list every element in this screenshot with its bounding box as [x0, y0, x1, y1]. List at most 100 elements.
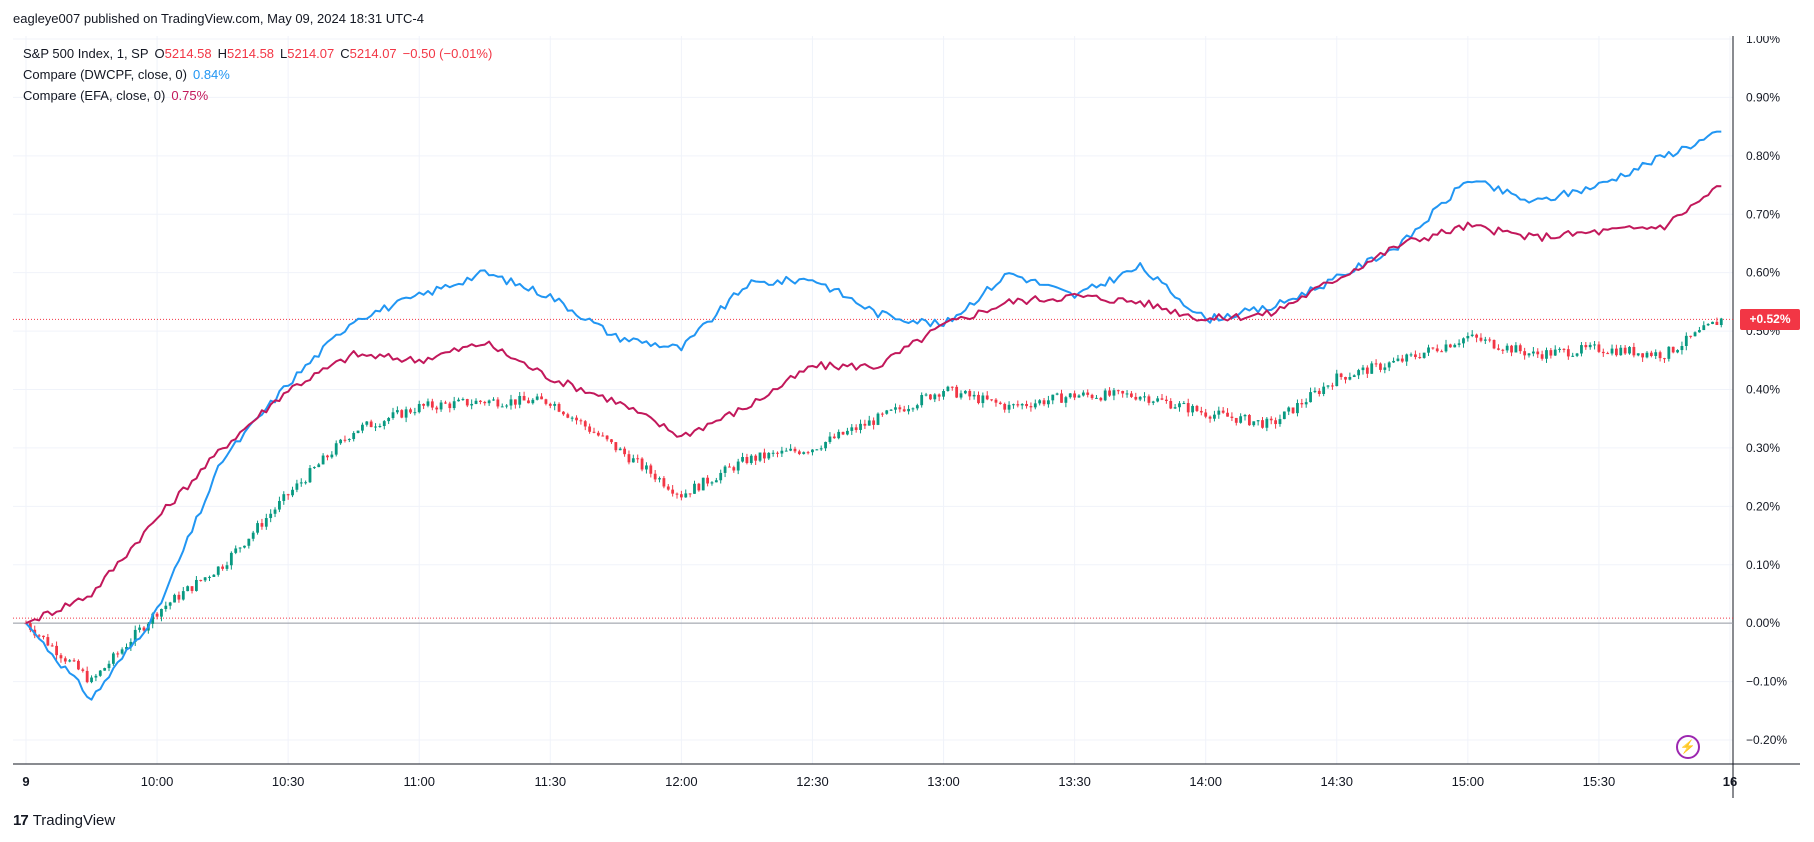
legend-efa-value: 0.75%	[171, 88, 209, 103]
candle-body	[662, 478, 666, 487]
x-tick-label: 14:00	[1189, 774, 1222, 789]
last-value-tag: +0.52%	[1740, 309, 1800, 331]
candle-body	[343, 439, 347, 441]
candle-body	[1204, 412, 1208, 417]
candle-body	[1322, 386, 1326, 394]
candle-body	[1527, 353, 1531, 356]
candle-body	[492, 399, 495, 401]
candle-body	[1317, 390, 1321, 394]
candle-body	[1081, 392, 1085, 396]
candle-body	[924, 394, 928, 396]
legend-main[interactable]: S&P 500 Index, 1, SP O5214.58 H5214.58 L521…	[23, 46, 498, 61]
candle-body	[46, 637, 50, 646]
candle-body	[933, 394, 937, 400]
candle-body	[1055, 393, 1059, 395]
candle-body	[369, 421, 373, 428]
candle-body	[1003, 403, 1007, 410]
candle-body	[693, 483, 696, 494]
candle-body	[1523, 351, 1527, 356]
x-tick-label: 16	[1723, 774, 1737, 789]
tradingview-logo[interactable]: 17 TradingView	[13, 812, 115, 829]
candle-body	[229, 552, 233, 566]
candle-body	[963, 390, 967, 394]
candle-body	[1261, 420, 1264, 428]
candle-body	[894, 407, 897, 410]
candle-body	[1562, 348, 1566, 350]
candle-body	[1226, 412, 1229, 417]
candle-body	[278, 500, 281, 510]
candle-body	[1711, 321, 1714, 324]
candle-body	[583, 421, 587, 427]
candle-body	[1116, 390, 1120, 392]
x-tick-label: 11:30	[535, 774, 567, 789]
candle-body	[714, 480, 718, 483]
candle-body	[1099, 397, 1103, 401]
legend-compare-efa[interactable]: Compare (EFA, close, 0) 0.75%	[23, 88, 214, 103]
candle-body	[1505, 345, 1509, 351]
candle-body	[1182, 403, 1186, 405]
candle-body	[684, 493, 688, 498]
candle-body	[426, 401, 430, 406]
candle-body	[1392, 360, 1395, 363]
candle-body	[1684, 335, 1688, 346]
candle-body	[50, 645, 54, 647]
candle-body	[1501, 349, 1505, 351]
candle-body	[1086, 392, 1090, 395]
candle-body	[675, 493, 679, 495]
candle-body	[1470, 334, 1474, 336]
candle-body	[1191, 405, 1194, 413]
candle-body	[1636, 353, 1640, 356]
candle-body	[195, 579, 198, 591]
legend-compare-dwcpf[interactable]: Compare (DWCPF, close, 0) 0.84%	[23, 67, 236, 82]
candle-body	[1007, 404, 1011, 410]
lightning-icon[interactable]: ⚡	[1676, 735, 1700, 759]
candle-body	[1304, 402, 1308, 405]
candle-body	[1265, 418, 1269, 428]
candle-body	[317, 464, 321, 468]
candle-body	[1623, 347, 1627, 354]
candle-body	[304, 482, 308, 484]
candle-body	[1357, 370, 1361, 376]
candle-body	[1649, 352, 1653, 356]
candle-body	[850, 427, 854, 431]
candle-body	[645, 465, 648, 470]
candle-body	[605, 435, 609, 440]
candle-body	[710, 482, 714, 484]
candle-body	[365, 421, 369, 425]
candle-body	[1593, 344, 1596, 346]
candle-body	[133, 629, 137, 642]
candle-body	[828, 436, 832, 442]
candle-body	[151, 613, 155, 624]
candle-body	[1676, 350, 1679, 353]
candle-body	[190, 586, 194, 591]
candle-body	[732, 467, 736, 471]
candle-body	[299, 482, 303, 484]
candle-body	[260, 523, 264, 527]
candle-body	[269, 513, 273, 519]
tradingview-wordmark: TradingView	[32, 812, 116, 829]
legend-high: 5214.58	[227, 46, 275, 61]
candle-body	[601, 435, 605, 437]
candle-body	[937, 394, 941, 397]
candle-body	[282, 494, 286, 501]
candle-body	[1134, 396, 1138, 400]
candle-body	[1444, 344, 1448, 352]
candle-body	[1300, 403, 1304, 405]
candle-body	[867, 420, 871, 426]
candle-body	[1274, 420, 1277, 425]
candle-body	[1213, 414, 1216, 419]
candle-body	[767, 452, 771, 459]
candle-body	[435, 407, 439, 410]
candle-body	[1252, 421, 1256, 426]
candle-body	[164, 605, 168, 609]
candle-body	[1361, 367, 1365, 371]
candle-body	[264, 518, 268, 527]
candle-body	[55, 645, 58, 656]
candle-body	[1427, 347, 1430, 353]
candle-body	[1641, 353, 1645, 358]
candle-body	[409, 409, 412, 413]
candle-body	[575, 417, 578, 421]
candle-body	[815, 449, 819, 451]
candle-body	[1379, 363, 1382, 370]
